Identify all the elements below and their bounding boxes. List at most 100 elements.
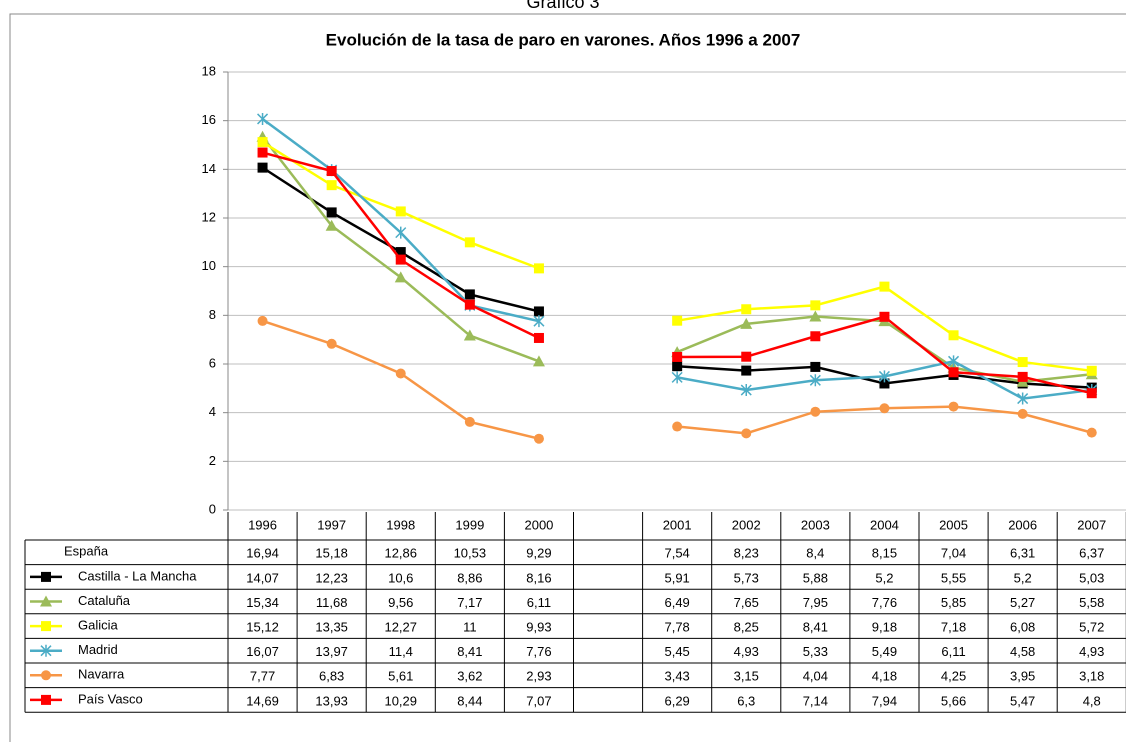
- marker: [40, 644, 52, 657]
- marker: [1017, 392, 1029, 405]
- x-tick-label: 2003: [801, 517, 830, 532]
- marker: [948, 367, 959, 378]
- y-tick-label: 16: [202, 112, 216, 127]
- table-cell: 10,29: [384, 693, 417, 708]
- table-cell: 6,31: [1010, 546, 1035, 561]
- y-tick-label: 6: [209, 355, 216, 370]
- legend-label: Madrid: [78, 642, 118, 657]
- marker: [533, 306, 544, 317]
- table-cell: 5,2: [1014, 570, 1032, 585]
- x-tick-label: 1997: [317, 517, 346, 532]
- table-cell: 15,34: [246, 595, 279, 610]
- marker: [1017, 408, 1028, 419]
- marker: [671, 371, 683, 384]
- marker: [41, 694, 51, 705]
- marker: [257, 137, 268, 148]
- marker: [533, 263, 544, 274]
- marker: [672, 315, 683, 326]
- table-cell: 5,03: [1079, 570, 1104, 585]
- y-tick-label: 2: [209, 453, 216, 468]
- legend-label: Navarra: [78, 667, 125, 682]
- table-cell: 13,97: [315, 644, 348, 659]
- marker: [395, 254, 406, 265]
- table-cell: 8,44: [457, 693, 482, 708]
- table-cell: 7,17: [457, 595, 482, 610]
- table-cell: 5,45: [664, 644, 689, 659]
- marker: [878, 370, 890, 383]
- table-cell: 4,04: [803, 669, 828, 684]
- table-cell: 6,11: [941, 644, 965, 659]
- chart-title: Evolución de la tasa de paro en varones.…: [326, 30, 801, 49]
- y-tick-label: 18: [202, 63, 216, 78]
- table-cell: 5,85: [941, 595, 966, 610]
- table-cell: 7,94: [872, 693, 897, 708]
- table-cell: 11,4: [389, 644, 413, 659]
- table-cell: 7,78: [664, 620, 689, 635]
- marker: [741, 304, 752, 315]
- series-line: [676, 285, 1092, 373]
- x-tick-label: 2004: [870, 517, 899, 532]
- marker: [257, 112, 269, 125]
- row-label: España: [64, 544, 109, 559]
- table-cell: 6,83: [319, 669, 344, 684]
- marker: [741, 428, 752, 439]
- table-cell: 3,43: [664, 669, 689, 684]
- y-tick-label: 4: [209, 404, 216, 419]
- table-cell: 5,66: [941, 693, 966, 708]
- table-cell: 9,29: [526, 546, 551, 561]
- table-cell: 15,12: [246, 620, 279, 635]
- table-cell: 4,18: [872, 669, 897, 684]
- table-cell: 12,23: [315, 570, 348, 585]
- marker: [672, 361, 683, 372]
- table-cell: 8,23: [734, 546, 759, 561]
- table-cell: 6,11: [527, 595, 551, 610]
- series-line: [261, 117, 540, 323]
- table-cell: 13,93: [315, 693, 348, 708]
- marker: [326, 207, 337, 218]
- table-cell: 3,95: [1010, 669, 1035, 684]
- marker: [1086, 365, 1097, 376]
- table-cell: 8,16: [526, 570, 551, 585]
- marker: [395, 226, 407, 239]
- table-cell: 3,18: [1079, 669, 1104, 684]
- marker: [1017, 371, 1028, 382]
- marker: [810, 406, 821, 417]
- y-tick-label: 14: [202, 161, 216, 176]
- table-cell: 5,72: [1079, 620, 1104, 635]
- marker: [464, 416, 475, 427]
- table-cell: 6,49: [664, 595, 689, 610]
- marker: [879, 378, 890, 389]
- table-cell: 7,18: [941, 620, 966, 635]
- table-cell: 7,04: [941, 546, 966, 561]
- table-cell: 5,91: [664, 570, 689, 585]
- marker: [40, 595, 52, 607]
- marker: [257, 315, 268, 326]
- x-tick-label: 2001: [663, 517, 692, 532]
- table-cell: 6,37: [1079, 546, 1104, 561]
- marker: [1086, 388, 1097, 399]
- table-cell: 7,76: [872, 595, 897, 610]
- marker: [948, 355, 960, 368]
- table-cell: 9,56: [388, 595, 413, 610]
- table-cell: 5,27: [1010, 595, 1035, 610]
- table-cell: 8,41: [803, 620, 828, 635]
- table-cell: 4,93: [734, 644, 759, 659]
- table-cell: 14,69: [246, 693, 279, 708]
- marker: [41, 670, 51, 681]
- table-cell: 6,08: [1010, 620, 1035, 635]
- table-cell: 5,58: [1079, 595, 1104, 610]
- marker: [741, 365, 752, 376]
- table-cell: 3,15: [734, 669, 759, 684]
- chart-border: [9, 13, 1126, 742]
- y-tick-label: 0: [209, 501, 216, 516]
- marker: [532, 355, 545, 367]
- x-tick-label: 1998: [386, 517, 415, 532]
- marker: [948, 401, 959, 412]
- table-cell: 12,27: [384, 620, 417, 635]
- marker: [41, 621, 51, 632]
- table-cell: 11,68: [316, 595, 348, 610]
- marker: [810, 300, 821, 311]
- table-cell: 3,62: [457, 669, 482, 684]
- legend-label: Galicia: [78, 618, 119, 633]
- legend-label: Cataluña: [78, 593, 131, 608]
